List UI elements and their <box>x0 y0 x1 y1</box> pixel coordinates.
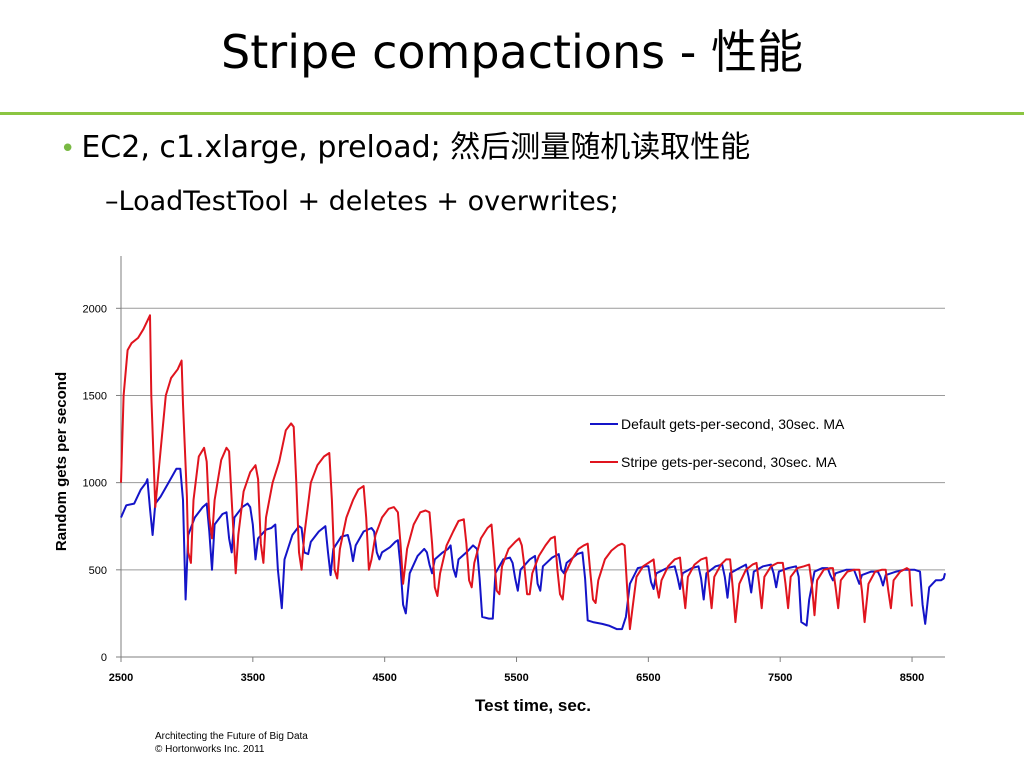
x-tick-label: 8500 <box>900 672 924 684</box>
y-tick-label: 0 <box>101 652 107 664</box>
y-tick-label: 2000 <box>83 303 107 315</box>
chart-series <box>120 314 946 631</box>
x-tick-label: 4500 <box>372 672 396 684</box>
title-divider <box>0 112 1024 115</box>
bullet-item-2: –LoadTestTool + deletes + overwrites; <box>105 184 619 220</box>
y-tick-label: 1000 <box>83 478 107 490</box>
footer-line-2: © Hortonworks Inc. 2011 <box>155 744 265 755</box>
legend-label: Default gets-per-second, 30sec. MA <box>621 416 845 432</box>
chart-axis-labels: 0 500 1000 1500 2000 2500 3500 4500 5500 6500 7500… <box>53 303 924 715</box>
slide-title: Stripe compactions - 性能 <box>221 25 803 79</box>
y-tick-label: 1500 <box>83 390 107 402</box>
x-tick-label: 2500 <box>109 672 133 684</box>
x-axis-title: Test time, sec. <box>475 696 591 715</box>
x-tick-label: 7500 <box>768 672 792 684</box>
y-tick-label: 500 <box>89 565 107 577</box>
series-line <box>120 467 946 631</box>
x-tick-label: 6500 <box>636 672 660 684</box>
footer-line-1: Architecting the Future of Big Data <box>155 731 308 742</box>
bullet-item-1: • EC2, c1.xlarge, preload; 然后测量随机读取性能 <box>60 128 750 169</box>
x-tick-label: 5500 <box>504 672 528 684</box>
bullet-item-1-text: EC2, c1.xlarge, preload; 然后测量随机读取性能 <box>81 130 751 165</box>
gets-per-second-chart: Default gets-per-second, 30sec. MA Stripe… <box>53 256 946 715</box>
legend-label: Stripe gets-per-second, 30sec. MA <box>621 454 837 470</box>
chart-gridlines <box>121 307 945 571</box>
y-axis-title: Random gets per second <box>53 372 70 551</box>
chart-legend: Default gets-per-second, 30sec. MA Stripe… <box>590 416 845 470</box>
bullet-dot-icon: • <box>60 134 76 164</box>
slide-footer: Architecting the Future of Big Data © Ho… <box>155 730 308 756</box>
x-tick-label: 3500 <box>241 672 265 684</box>
series-line <box>120 314 913 631</box>
bullet-item-2-text: –LoadTestTool + deletes + overwrites; <box>105 186 619 217</box>
